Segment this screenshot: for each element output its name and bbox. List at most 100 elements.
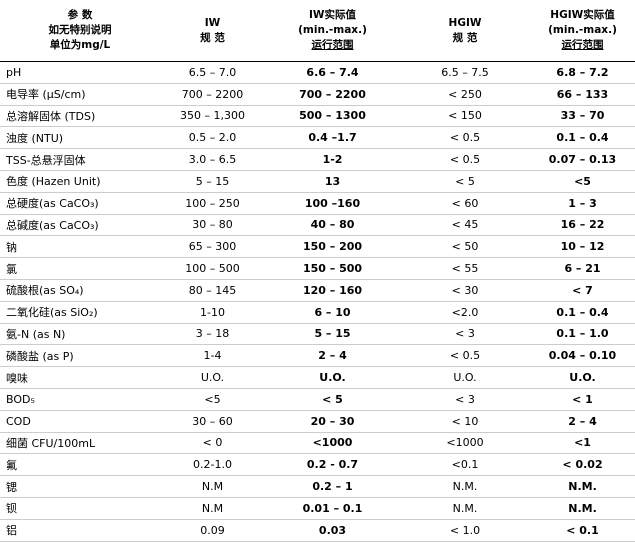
value-cell: 6 – 21 <box>530 257 635 280</box>
value-cell: < 0.5 <box>400 344 530 368</box>
value-cell: 10 – 12 <box>530 235 635 259</box>
value-cell: 80 – 145 <box>160 279 265 302</box>
value-cell: 0.2-1.0 <box>160 453 265 477</box>
value-cell: < 0.02 <box>530 453 635 477</box>
parameter-cell: 色度 (Hazen Unit) <box>0 170 160 193</box>
table-row: 嗅味 U.O. U.O. U.O. U.O. <box>0 366 635 389</box>
table-row: 细菌 CFU/100mL < 0 <1000 <1000 <1 <box>0 432 635 455</box>
header-line: 如无特别说明 <box>48 24 112 36</box>
value-cell: < 0.5 <box>400 148 530 171</box>
table-row: 硫酸根(as SO₄) 80 – 145 120 – 160 < 30 < 7 <box>0 279 635 302</box>
table-row: 钠 65 – 300 150 – 200 < 50 10 – 12 <box>0 235 635 259</box>
header-line: IW <box>204 16 221 29</box>
header-cell: HGIW 规 范 <box>400 0 530 62</box>
parameter-cell: COD <box>0 410 160 433</box>
table-row: 浊度 (NTU) 0.5 – 2.0 0.4 –1.7 < 0.5 0.1 – 0.4 <box>0 126 635 150</box>
parameter-cell: 总溶解固体 (TDS) <box>0 105 160 128</box>
value-cell: < 30 <box>400 279 530 302</box>
value-cell: 120 – 160 <box>265 279 400 302</box>
value-cell: 100 – 500 <box>160 257 265 280</box>
table-row: 钡 N.M 0.01 – 0.1 N.M. N.M. <box>0 497 635 520</box>
value-cell: 1-4 <box>160 344 265 368</box>
value-cell: 40 – 80 <box>265 214 400 237</box>
value-cell: < 0.1 <box>530 519 635 542</box>
value-cell: 2 – 4 <box>530 410 635 433</box>
value-cell: < 50 <box>400 235 530 259</box>
parameter-cell: TSS-总悬浮固体 <box>0 148 160 171</box>
parameter-cell: 电导率 (µS/cm) <box>0 83 160 106</box>
table-row: 氯 100 – 500 150 – 500 < 55 6 – 21 <box>0 257 635 280</box>
parameter-cell: 氯 <box>0 257 160 280</box>
value-cell: < 1.0 <box>400 519 530 542</box>
value-cell: <0.1 <box>400 453 530 477</box>
table-row: 电导率 (µS/cm) 700 – 2200 700 – 2200 < 250 66 –… <box>0 83 635 106</box>
parameter-cell: 磷酸盐 (as P) <box>0 344 160 368</box>
value-cell: 66 – 133 <box>530 83 635 106</box>
value-cell: 150 – 200 <box>265 235 400 259</box>
value-cell: 6.5 – 7.0 <box>160 61 265 84</box>
header-line: (min.-max.) <box>298 24 367 36</box>
value-cell: <2.0 <box>400 301 530 324</box>
value-cell: U.O. <box>400 366 530 389</box>
value-cell: 1 – 3 <box>530 192 635 215</box>
parameter-cell: 氟 <box>0 453 160 477</box>
value-cell: 2 – 4 <box>265 344 400 368</box>
header-line: 运行范围 <box>561 39 604 51</box>
value-cell: 1-10 <box>160 301 265 324</box>
value-cell: < 150 <box>400 105 530 128</box>
table-row: 锶 N.M 0.2 – 1 N.M. N.M. <box>0 475 635 498</box>
value-cell: < 60 <box>400 192 530 215</box>
parameter-cell: 二氧化硅(as SiO₂) <box>0 301 160 324</box>
value-cell: < 5 <box>400 170 530 193</box>
value-cell: 6 – 10 <box>265 301 400 324</box>
value-cell: < 0.5 <box>400 126 530 150</box>
value-cell: 0.04 – 0.10 <box>530 344 635 368</box>
table-row: TSS-总悬浮固体 3.0 – 6.5 1-2 < 0.5 0.07 – 0.13 <box>0 148 635 171</box>
table-row: 总溶解固体 (TDS) 350 – 1,300 500 – 1300 < 150 33 … <box>0 105 635 128</box>
table-row: 铝 0.09 0.03 < 1.0 < 0.1 <box>0 519 635 542</box>
parameter-cell: 嗅味 <box>0 366 160 389</box>
parameter-cell: 锶 <box>0 475 160 498</box>
parameter-cell: 铝 <box>0 519 160 542</box>
table-row: 磷酸盐 (as P) 1-4 2 – 4 < 0.5 0.04 – 0.10 <box>0 344 635 368</box>
value-cell: <1000 <box>265 432 400 455</box>
value-cell: 30 – 60 <box>160 410 265 433</box>
parameter-cell: 氨-N (as N) <box>0 323 160 346</box>
value-cell: < 45 <box>400 214 530 237</box>
value-cell: 30 – 80 <box>160 214 265 237</box>
value-cell: <1 <box>530 432 635 455</box>
value-cell: 0.07 – 0.13 <box>530 148 635 171</box>
value-cell: 5 – 15 <box>265 323 400 346</box>
parameter-cell: 总硬度(as CaCO₃) <box>0 192 160 215</box>
value-cell: N.M. <box>530 497 635 520</box>
value-cell: 350 – 1,300 <box>160 105 265 128</box>
value-cell: 0.1 – 0.4 <box>530 126 635 150</box>
value-cell: < 1 <box>530 388 635 411</box>
parameter-cell: 总碱度(as CaCO₃) <box>0 214 160 237</box>
value-cell: 6.6 – 7.4 <box>265 61 400 84</box>
header-line: (min.-max.) <box>548 24 617 36</box>
table-row: 氟 0.2-1.0 0.2 - 0.7 <0.1 < 0.02 <box>0 453 635 477</box>
value-cell: 100 – 250 <box>160 192 265 215</box>
value-cell: <5 <box>530 170 635 193</box>
header-cell: HGIW实际值 (min.-max.) 运行范围 <box>530 0 635 62</box>
value-cell: <1000 <box>400 432 530 455</box>
value-cell: 0.1 – 0.4 <box>530 301 635 324</box>
value-cell: U.O. <box>265 366 400 389</box>
parameter-cell: 浊度 (NTU) <box>0 126 160 150</box>
table-row: pH 6.5 – 7.0 6.6 – 7.4 6.5 – 7.5 6.8 – 7.2 <box>0 61 635 84</box>
header-line: IW实际值 <box>309 9 356 21</box>
header-line: HGIW <box>448 16 482 29</box>
parameter-cell: pH <box>0 61 160 84</box>
value-cell: 0.2 - 0.7 <box>265 453 400 477</box>
table-row: 氨-N (as N) 3 – 18 5 – 15 < 3 0.1 – 1.0 <box>0 323 635 346</box>
header-line: 规 范 <box>452 31 478 44</box>
value-cell: N.M <box>160 497 265 520</box>
table-row: 二氧化硅(as SiO₂) 1-10 6 – 10 <2.0 0.1 – 0.4 <box>0 301 635 324</box>
value-cell: < 3 <box>400 323 530 346</box>
table-row: 色度 (Hazen Unit) 5 – 15 13 < 5 <5 <box>0 170 635 193</box>
value-cell: 700 – 2200 <box>265 83 400 106</box>
value-cell: < 5 <box>265 388 400 411</box>
value-cell: N.M. <box>530 475 635 498</box>
value-cell: 13 <box>265 170 400 193</box>
